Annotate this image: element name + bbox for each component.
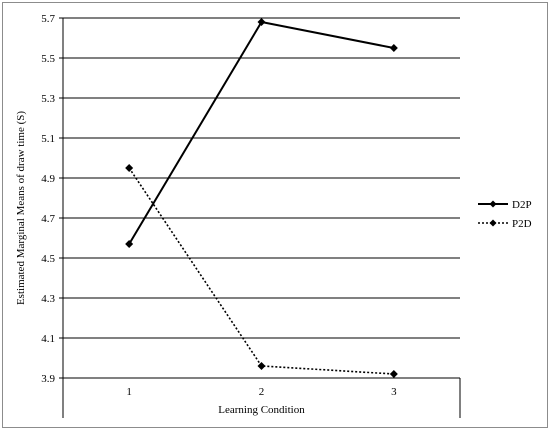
legend-label: P2D xyxy=(512,218,532,230)
data-point-p2d xyxy=(257,362,266,370)
series-line-d2p xyxy=(128,20,395,245)
data-point-d2p xyxy=(125,240,134,248)
legend-marker xyxy=(489,219,497,227)
data-point-d2p xyxy=(389,44,398,52)
series-line-p2d xyxy=(128,167,394,375)
series-d2p xyxy=(125,18,398,248)
x-axis-title: Learning Condition xyxy=(218,404,305,416)
x-tick-labels: 1 2 3 xyxy=(126,386,397,398)
legend-item-d2p: D2P xyxy=(478,199,532,211)
x-tick-label: 3 xyxy=(391,386,397,398)
y-tick-label: 5.3 xyxy=(41,93,55,105)
series xyxy=(125,18,398,378)
y-tick-label: 3.9 xyxy=(41,373,55,385)
axes xyxy=(59,17,461,418)
data-point-d2p xyxy=(257,18,266,26)
legend-item-p2d: P2D xyxy=(478,218,532,230)
y-tick-label: 4.5 xyxy=(41,253,55,265)
x-tick-label: 2 xyxy=(259,386,265,398)
y-axis-title: Estimated Marginal Means of draw time (S… xyxy=(15,111,27,305)
x-tick-label: 1 xyxy=(126,386,132,398)
legend-marker xyxy=(489,200,497,208)
series-p2d xyxy=(125,164,398,378)
y-tick-label: 4.7 xyxy=(41,213,55,225)
y-tick-label: 5.7 xyxy=(41,13,55,25)
data-point-p2d xyxy=(125,164,134,172)
gridlines xyxy=(63,17,460,379)
legend: D2P P2D xyxy=(478,199,532,230)
y-tick-label: 5.1 xyxy=(41,133,55,145)
y-tick-label: 5.5 xyxy=(41,53,55,65)
y-tick-label: 4.9 xyxy=(41,173,55,185)
data-point-p2d xyxy=(389,370,398,378)
y-tick-labels: 3.9 4.1 4.3 4.5 4.7 4.9 5.1 5.3 5.5 5.7 xyxy=(41,13,55,385)
chart-frame xyxy=(2,2,548,428)
legend-label: D2P xyxy=(512,199,532,211)
y-tick-label: 4.1 xyxy=(41,333,55,345)
y-tick-label: 4.3 xyxy=(41,293,55,305)
